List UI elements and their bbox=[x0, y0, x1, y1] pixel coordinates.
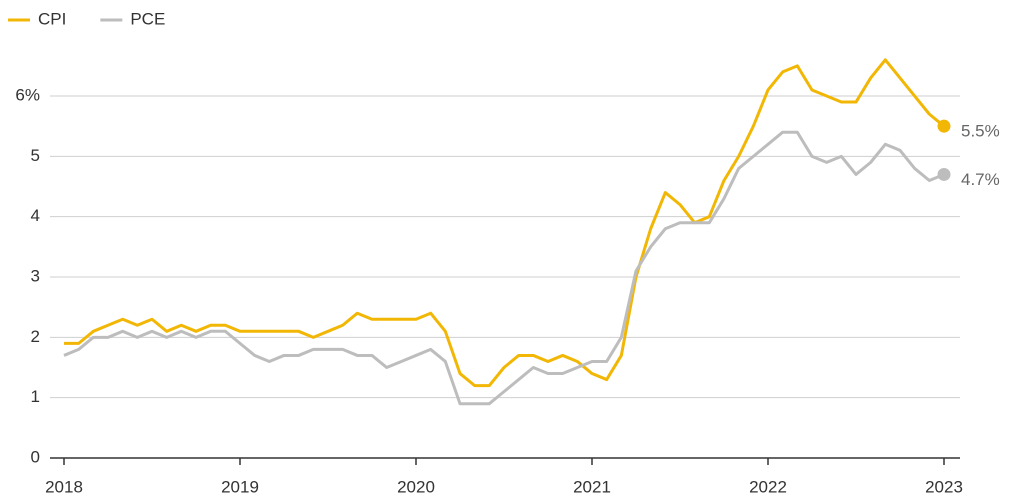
series-line bbox=[64, 58, 945, 388]
end-marker bbox=[937, 167, 951, 181]
value-label: 4.7% bbox=[961, 170, 1000, 189]
legend-label: CPI bbox=[38, 9, 66, 28]
y-tick-label: 4 bbox=[31, 206, 40, 225]
legend-label: PCE bbox=[130, 9, 165, 28]
y-tick-label: 3 bbox=[31, 266, 40, 285]
value-label: 5.5% bbox=[961, 122, 1000, 141]
y-tick-label: 6% bbox=[15, 86, 40, 105]
y-tick-label: 5 bbox=[31, 146, 40, 165]
end-marker bbox=[937, 119, 951, 133]
x-tick-label: 2020 bbox=[397, 477, 435, 496]
series-line bbox=[63, 130, 945, 406]
x-tick-label: 2023 bbox=[925, 477, 963, 496]
x-tick-label: 2021 bbox=[573, 477, 611, 496]
x-tick-label: 2019 bbox=[221, 477, 259, 496]
x-tick-label: 2022 bbox=[749, 477, 787, 496]
y-tick-label: 2 bbox=[31, 327, 40, 346]
x-tick-label: 2018 bbox=[45, 477, 83, 496]
y-tick-label: 0 bbox=[31, 447, 40, 466]
y-tick-label: 1 bbox=[31, 387, 40, 406]
